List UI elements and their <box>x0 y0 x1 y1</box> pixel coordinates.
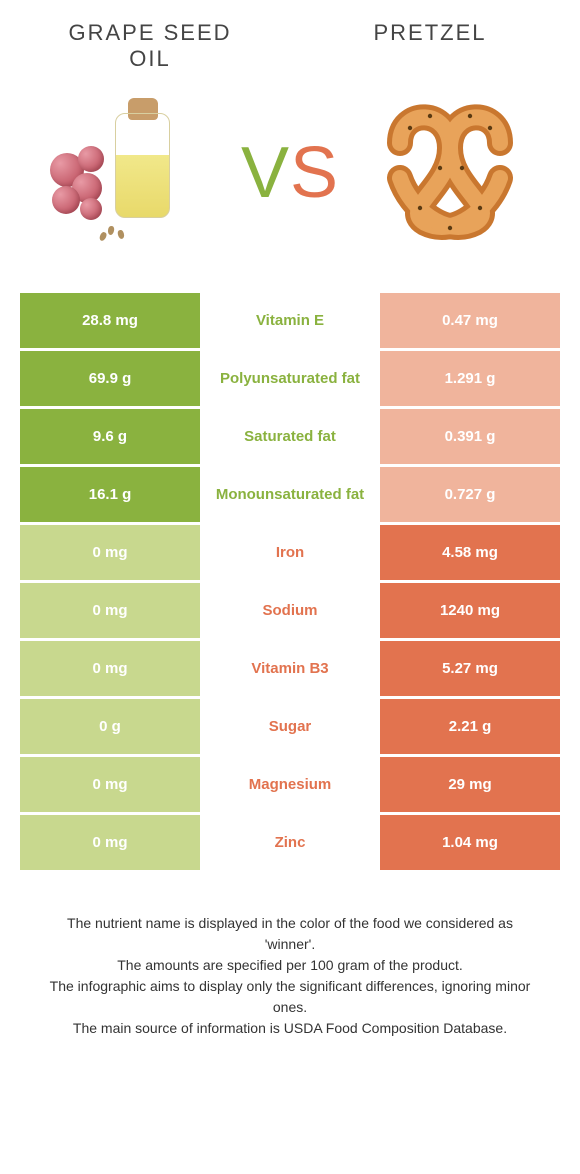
nutrient-name-cell: Monounsaturated fat <box>200 467 380 522</box>
grape-seed-oil-illustration <box>40 88 210 258</box>
left-value-cell: 0 mg <box>20 525 200 580</box>
nutrient-name-cell: Sodium <box>200 583 380 638</box>
table-row: 0 mgSodium1240 mg <box>20 583 560 638</box>
table-row: 0 mgMagnesium29 mg <box>20 757 560 812</box>
left-value-cell: 0 g <box>20 699 200 754</box>
right-value-cell: 1240 mg <box>380 583 560 638</box>
nutrient-name-cell: Zinc <box>200 815 380 870</box>
nutrient-name-cell: Iron <box>200 525 380 580</box>
left-value-cell: 69.9 g <box>20 351 200 406</box>
right-value-cell: 0.391 g <box>380 409 560 464</box>
nutrient-name-cell: Sugar <box>200 699 380 754</box>
footer-line: The amounts are specified per 100 gram o… <box>40 955 540 976</box>
nutrient-name-cell: Vitamin B3 <box>200 641 380 696</box>
left-value-cell: 28.8 mg <box>20 293 200 348</box>
header: GRAPE SEEDOIL PRETZEL <box>0 0 580 73</box>
table-row: 9.6 gSaturated fat0.391 g <box>20 409 560 464</box>
footer-line: The nutrient name is displayed in the co… <box>40 913 540 955</box>
right-value-cell: 0.727 g <box>380 467 560 522</box>
nutrient-name-cell: Vitamin E <box>200 293 380 348</box>
right-value-cell: 1.04 mg <box>380 815 560 870</box>
left-value-cell: 0 mg <box>20 815 200 870</box>
pretzel-illustration <box>370 88 540 258</box>
left-value-cell: 9.6 g <box>20 409 200 464</box>
right-value-cell: 1.291 g <box>380 351 560 406</box>
footer-notes: The nutrient name is displayed in the co… <box>0 873 580 1039</box>
table-row: 16.1 gMonounsaturated fat0.727 g <box>20 467 560 522</box>
table-row: 0 mgVitamin B35.27 mg <box>20 641 560 696</box>
hero-row: VS <box>0 73 580 293</box>
footer-line: The main source of information is USDA F… <box>40 1018 540 1039</box>
left-value-cell: 0 mg <box>20 583 200 638</box>
table-row: 0 mgIron4.58 mg <box>20 525 560 580</box>
vs-letter-v: V <box>241 133 290 213</box>
left-food-title: GRAPE SEEDOIL <box>50 20 250 73</box>
left-value-cell: 0 mg <box>20 641 200 696</box>
nutrient-name-cell: Saturated fat <box>200 409 380 464</box>
nutrient-name-cell: Polyunsaturated fat <box>200 351 380 406</box>
right-food-title: PRETZEL <box>330 20 530 46</box>
table-row: 28.8 mgVitamin E0.47 mg <box>20 293 560 348</box>
right-value-cell: 2.21 g <box>380 699 560 754</box>
right-value-cell: 4.58 mg <box>380 525 560 580</box>
footer-line: The infographic aims to display only the… <box>40 976 540 1018</box>
table-row: 69.9 gPolyunsaturated fat1.291 g <box>20 351 560 406</box>
table-row: 0 gSugar2.21 g <box>20 699 560 754</box>
table-row: 0 mgZinc1.04 mg <box>20 815 560 870</box>
right-value-cell: 0.47 mg <box>380 293 560 348</box>
right-value-cell: 29 mg <box>380 757 560 812</box>
vs-letter-s: S <box>290 133 339 213</box>
nutrient-name-cell: Magnesium <box>200 757 380 812</box>
left-value-cell: 16.1 g <box>20 467 200 522</box>
comparison-table: 28.8 mgVitamin E0.47 mg69.9 gPolyunsatur… <box>0 293 580 870</box>
right-value-cell: 5.27 mg <box>380 641 560 696</box>
left-value-cell: 0 mg <box>20 757 200 812</box>
vs-label: VS <box>241 132 339 214</box>
